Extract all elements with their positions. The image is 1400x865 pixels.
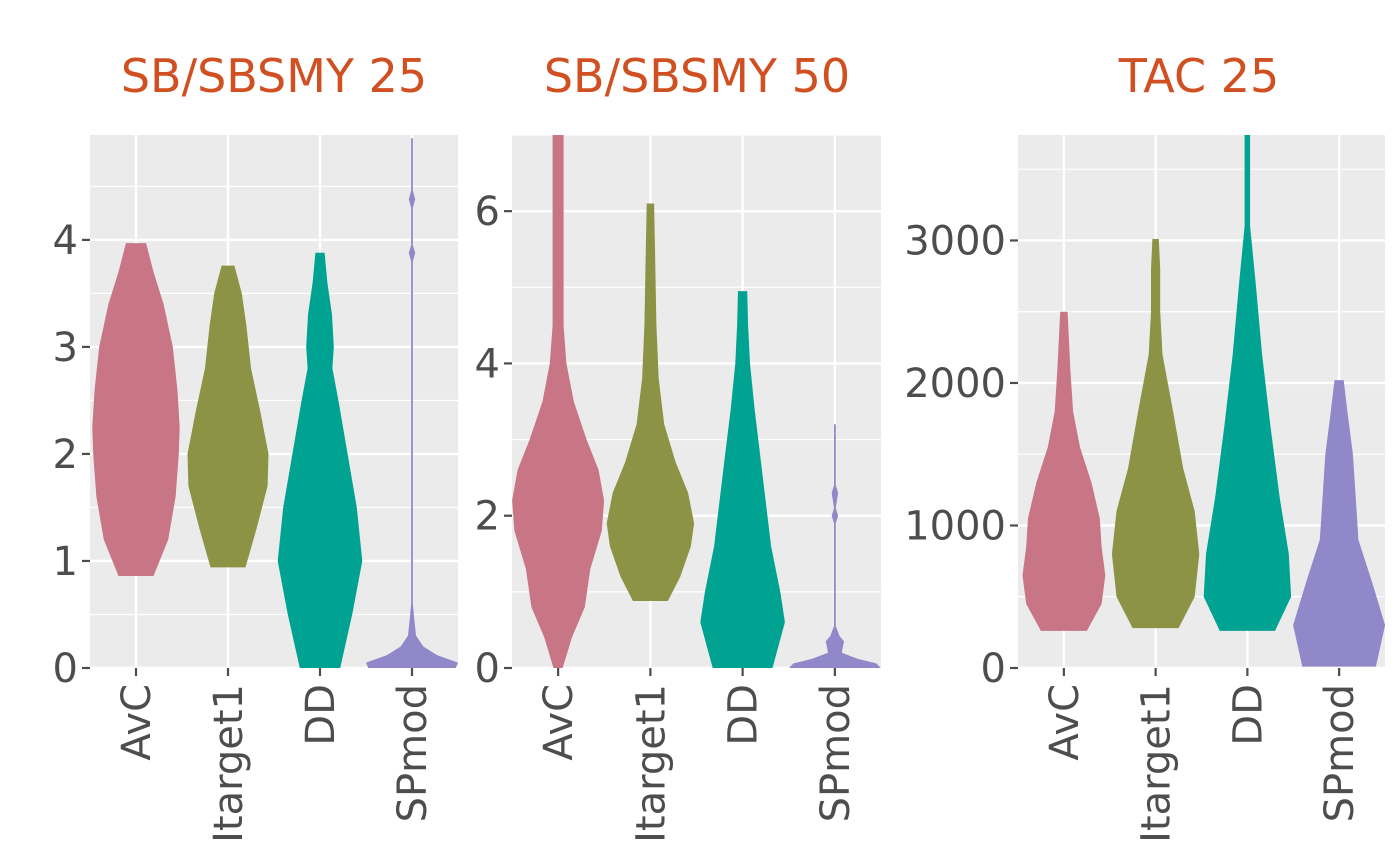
y-tick-label: 3 [53,325,78,371]
violin-itarget1 [606,203,695,601]
y-tick-label: 0 [475,646,500,692]
y-tick-label: 4 [53,218,78,264]
violin-spmod [1293,380,1386,667]
y-tick-label: 1 [53,539,78,585]
violin-avc [512,135,605,668]
x-tick-label: SPmod [1317,684,1363,822]
x-tick-label: DD [1225,684,1271,746]
violin-itarget1 [1111,239,1200,629]
x-tick-label: AvC [536,684,582,761]
x-tick-label: Itarget1 [628,684,674,843]
x-tick-label: Itarget1 [206,684,252,843]
violin-dd [277,252,363,668]
y-tick-label: 2 [53,432,78,478]
y-tick-label: 0 [53,646,78,692]
x-tick-label: DD [721,684,767,746]
y-tick-label: 1000 [904,503,1006,549]
panel-title: TAC 25 [1118,49,1279,103]
y-tick-label: 3000 [904,218,1006,264]
x-tick-label: DD [298,684,344,746]
violin-dd [700,291,785,668]
panel-title: SB/SBSMY 50 [544,49,850,103]
y-tick-label: 2000 [904,361,1006,407]
x-tick-label: AvC [114,684,160,761]
violin-panel-1: SB/SBSMY 25 0 1 2 3 4 AvC Itarget1 DD SPmod [53,49,458,843]
violin-itarget1 [187,265,269,568]
violin-avc [92,243,180,576]
panel-title: SB/SBSMY 25 [121,49,427,103]
violin-panel-3: TAC 25 0 1000 2000 3000 AvC Itarget1 DD SPmod [904,49,1386,843]
violin-avc [1022,311,1106,631]
y-tick-label: 2 [475,494,500,540]
x-tick-label: SPmod [390,684,436,822]
violin-dd [1203,135,1292,631]
violin-panel-2: SB/SBSMY 50 0 2 4 6 AvC Itarget1 DD SPmod [475,49,881,843]
violin-spmod [366,138,458,668]
y-tick-label: 4 [475,341,500,387]
violin-spmod [788,424,881,668]
x-tick-label: Itarget1 [1134,684,1180,843]
y-tick-label: 6 [475,189,500,235]
x-tick-label: AvC [1042,684,1088,761]
x-tick-label: SPmod [813,684,859,822]
y-tick-label: 0 [981,646,1006,692]
